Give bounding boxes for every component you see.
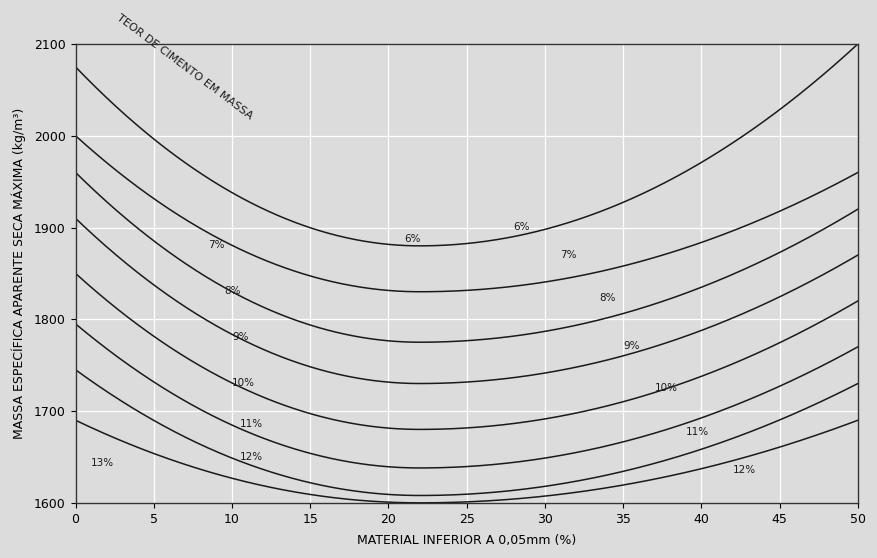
Text: 6%: 6%: [514, 222, 531, 232]
Text: 10%: 10%: [232, 378, 255, 388]
Text: 10%: 10%: [654, 383, 677, 393]
Text: 9%: 9%: [232, 332, 248, 342]
Y-axis label: MASSA ESPECÍFICA APARENTE SECA MÁXIMA (kg/m³): MASSA ESPECÍFICA APARENTE SECA MÁXIMA (k…: [11, 108, 25, 439]
Text: 11%: 11%: [239, 420, 263, 430]
Text: 13%: 13%: [91, 458, 114, 468]
Text: 6%: 6%: [404, 234, 421, 244]
Text: 9%: 9%: [624, 341, 639, 352]
Text: 8%: 8%: [600, 293, 617, 303]
X-axis label: MATERIAL INFERIOR A 0,05mm (%): MATERIAL INFERIOR A 0,05mm (%): [357, 534, 576, 547]
Text: 7%: 7%: [560, 249, 577, 259]
Text: 8%: 8%: [225, 286, 240, 296]
Text: 7%: 7%: [209, 240, 225, 251]
Text: TEOR DE CIMENTO EM MASSA: TEOR DE CIMENTO EM MASSA: [115, 13, 254, 121]
Text: 11%: 11%: [686, 427, 709, 437]
Text: 12%: 12%: [239, 451, 263, 461]
Text: 12%: 12%: [732, 465, 756, 475]
